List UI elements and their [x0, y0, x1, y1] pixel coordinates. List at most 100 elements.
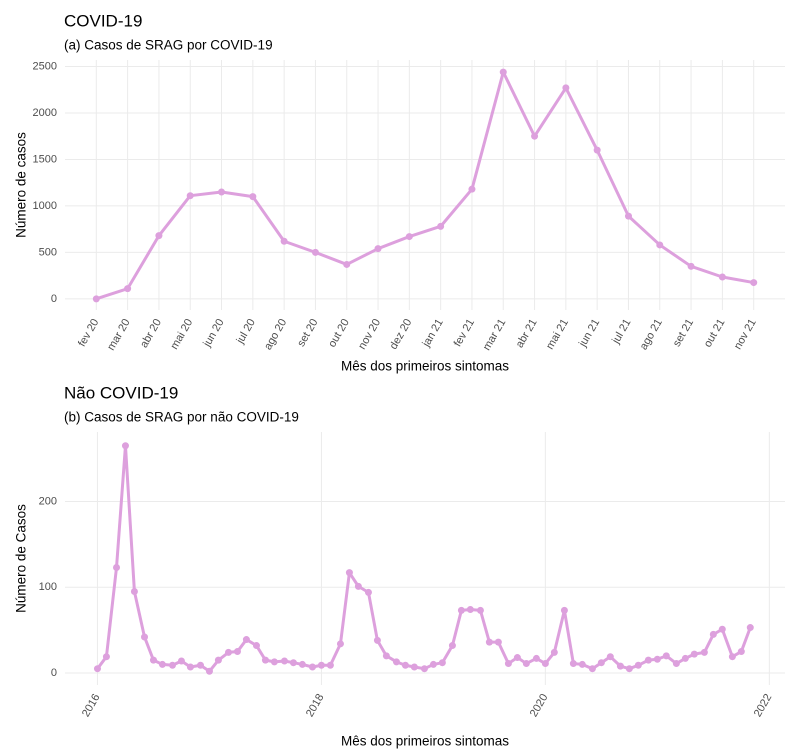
x-tick-label: mai 21	[544, 317, 571, 352]
point	[92, 295, 100, 303]
point	[326, 661, 334, 669]
y-tick-label: 200	[39, 495, 57, 507]
x-tick-label: fev 20	[76, 317, 101, 349]
point	[690, 650, 698, 658]
x-tick-label: ago 21	[638, 317, 665, 352]
point	[364, 588, 372, 596]
point	[541, 660, 549, 668]
y-tick-label: 1000	[33, 200, 57, 212]
point	[728, 653, 736, 661]
x-tick-label: abr 20	[138, 317, 164, 350]
point	[186, 192, 194, 200]
line	[96, 444, 752, 673]
chart-title: Não COVID-19	[64, 383, 178, 402]
line	[95, 70, 754, 301]
point	[560, 606, 568, 614]
point	[653, 655, 661, 663]
point	[311, 248, 319, 256]
point	[718, 625, 726, 633]
point	[569, 660, 577, 668]
x-tick-label: 2022	[752, 692, 775, 719]
point	[700, 648, 708, 656]
point	[113, 564, 121, 572]
point	[155, 232, 163, 240]
x-tick-label: jul 21	[610, 317, 634, 347]
x-tick-label: mar 20	[105, 317, 133, 353]
point	[494, 638, 502, 646]
point	[373, 636, 381, 644]
point	[578, 660, 586, 668]
point	[177, 657, 185, 665]
x-tick-label: mar 21	[481, 317, 509, 353]
y-tick-label: 1500	[33, 153, 57, 165]
point	[737, 648, 745, 656]
point	[624, 212, 632, 220]
x-tick-label: out 20	[326, 317, 352, 349]
point	[746, 624, 754, 632]
x-tick-label: mai 20	[168, 317, 195, 352]
x-tick-label: 2016	[80, 692, 103, 719]
point	[141, 633, 149, 641]
x-tick-label: jun 20	[201, 317, 227, 350]
x-tick-label: nov 20	[356, 317, 383, 352]
chart-title: COVID-19	[64, 11, 142, 30]
point	[382, 652, 390, 660]
point	[429, 660, 437, 668]
point	[709, 630, 717, 638]
x-tick-label: jul 20	[234, 317, 258, 347]
point	[280, 237, 288, 245]
point	[280, 657, 288, 665]
point	[249, 193, 257, 201]
point	[448, 642, 456, 650]
point	[468, 185, 476, 193]
point	[242, 636, 250, 644]
point	[562, 84, 570, 92]
point	[588, 665, 596, 673]
point	[634, 661, 642, 669]
point	[550, 648, 558, 656]
point	[336, 640, 344, 648]
point	[718, 273, 726, 281]
point	[317, 661, 325, 669]
point	[308, 663, 316, 671]
y-tick-label: 2000	[33, 107, 57, 119]
point	[593, 146, 601, 154]
point	[186, 663, 194, 671]
x-tick-label: set 21	[671, 317, 696, 349]
point	[681, 654, 689, 662]
point	[158, 660, 166, 668]
point	[597, 659, 605, 667]
x-tick-label: jun 21	[576, 317, 602, 350]
x-axis-label: Mês dos primeiros sintomas	[341, 359, 509, 374]
point	[121, 442, 129, 450]
chart-subtitle: (b) Casos de SRAG por não COVID-19	[64, 410, 299, 425]
x-tick-label: out 21	[702, 317, 728, 349]
point	[405, 233, 413, 241]
x-axis-label: Mês dos primeiros sintomas	[341, 734, 509, 749]
point	[345, 569, 353, 577]
y-tick-label: 2500	[33, 60, 57, 72]
point	[457, 606, 465, 614]
point	[270, 658, 278, 666]
x-tick-label: 2018	[304, 692, 327, 719]
point	[616, 662, 624, 670]
point	[485, 638, 493, 646]
point	[205, 667, 213, 675]
point	[289, 659, 297, 667]
point	[298, 660, 306, 668]
point	[354, 582, 362, 590]
point	[750, 279, 758, 287]
point	[522, 660, 530, 668]
x-tick-label: set 20	[295, 317, 320, 349]
point	[130, 588, 138, 596]
x-tick-label: jan 21	[420, 317, 446, 350]
point	[224, 648, 232, 656]
point	[499, 68, 507, 76]
point	[124, 285, 132, 293]
point	[476, 606, 484, 614]
point	[410, 663, 418, 671]
point	[392, 658, 400, 666]
y-tick-label: 100	[39, 581, 57, 593]
point	[504, 660, 512, 668]
